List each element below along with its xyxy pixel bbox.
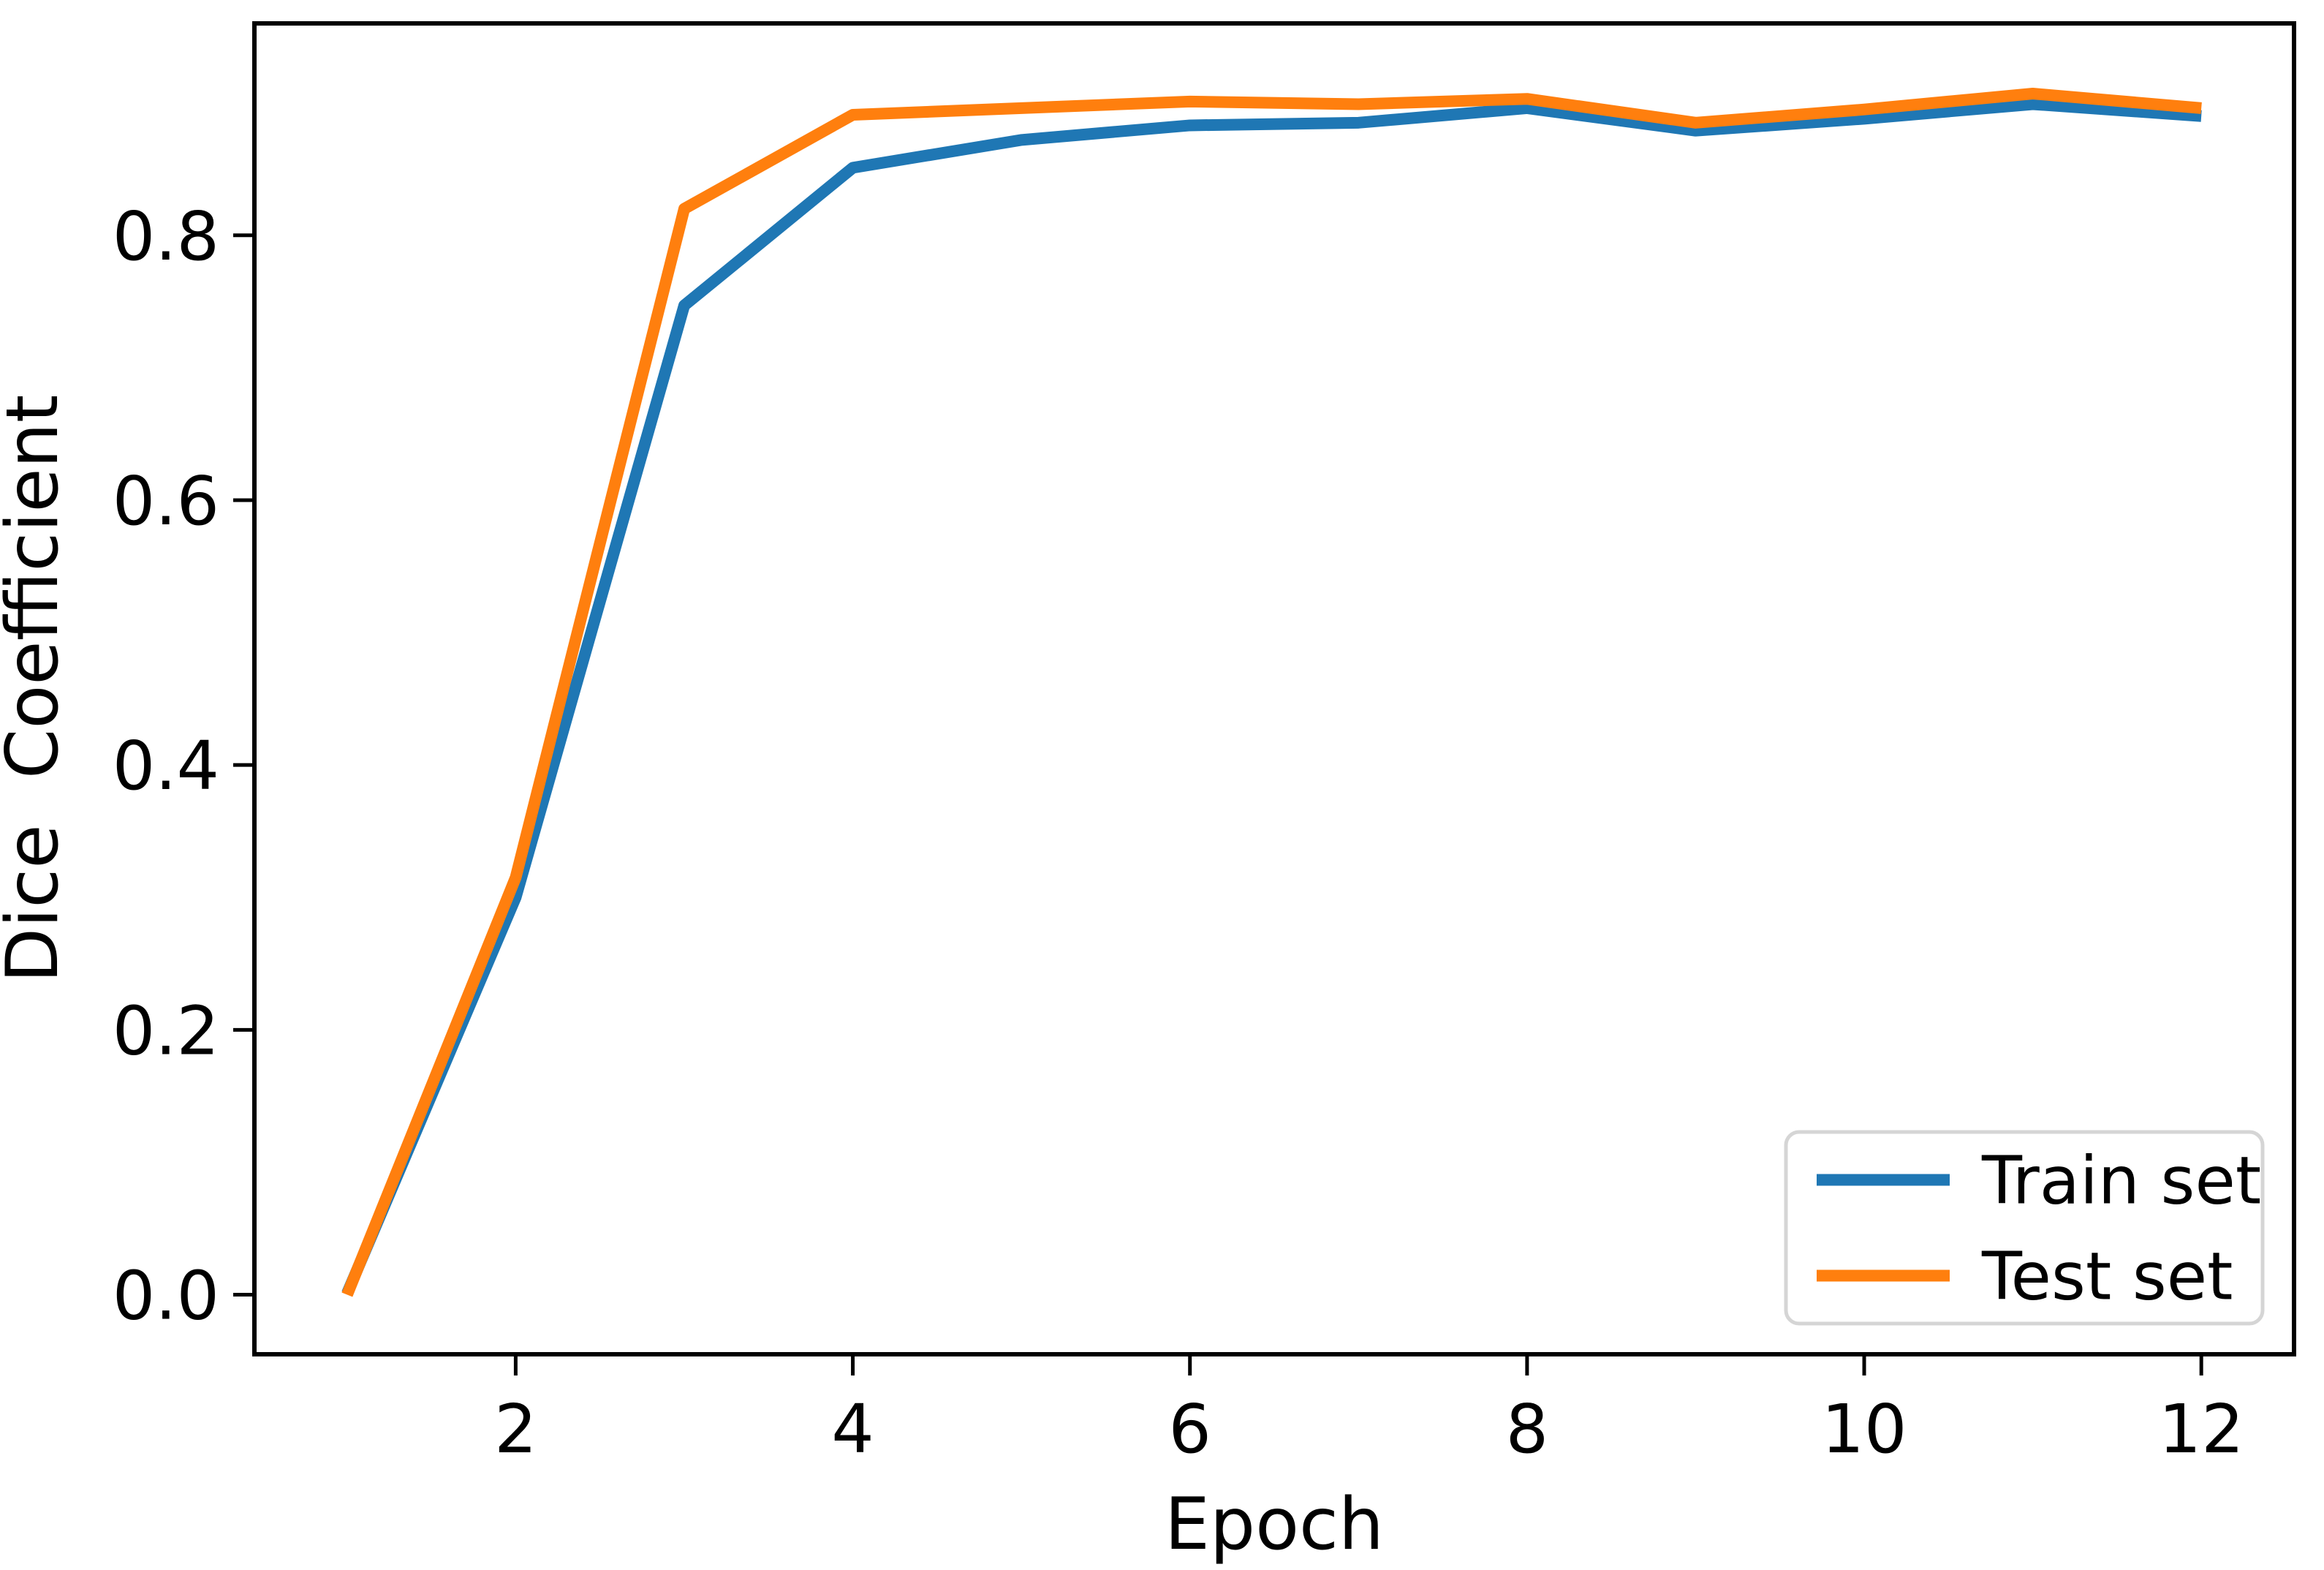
y-axis-tick-label: 0.8: [113, 197, 219, 276]
legend-label-test-set: Test set: [1981, 1239, 2233, 1316]
x-axis-tick-label: 4: [831, 1390, 874, 1468]
x-axis-tick-label: 8: [1506, 1390, 1549, 1468]
legend-label-train-set: Train set: [1981, 1143, 2261, 1220]
x-axis-tick-label: 6: [1168, 1390, 1211, 1468]
x-axis-tick-label: 2: [494, 1390, 537, 1468]
x-axis-tick-label: 12: [2159, 1390, 2244, 1468]
series-line-test-set: [341, 87, 2202, 1297]
y-axis-tick-label: 0.2: [113, 992, 219, 1070]
y-axis-label: Dice Coefficient: [0, 395, 75, 984]
x-axis-tick-label: 10: [1821, 1390, 1907, 1468]
plot-area: 2 4 6 8 10 12 0.0 0.2 0.4 0.6 0.8 Train set Test set: [113, 21, 2296, 1468]
x-axis-label: Epoch: [1165, 1483, 1384, 1566]
series-line-train-set: [341, 98, 2202, 1296]
y-axis-tick-label: 0.4: [113, 727, 219, 805]
y-axis-tick-label: 0.0: [113, 1257, 219, 1335]
plot-border: [252, 21, 2296, 1356]
legend: Train set Test set: [1784, 1130, 2265, 1326]
y-axis-tick-label: 0.6: [113, 462, 219, 540]
